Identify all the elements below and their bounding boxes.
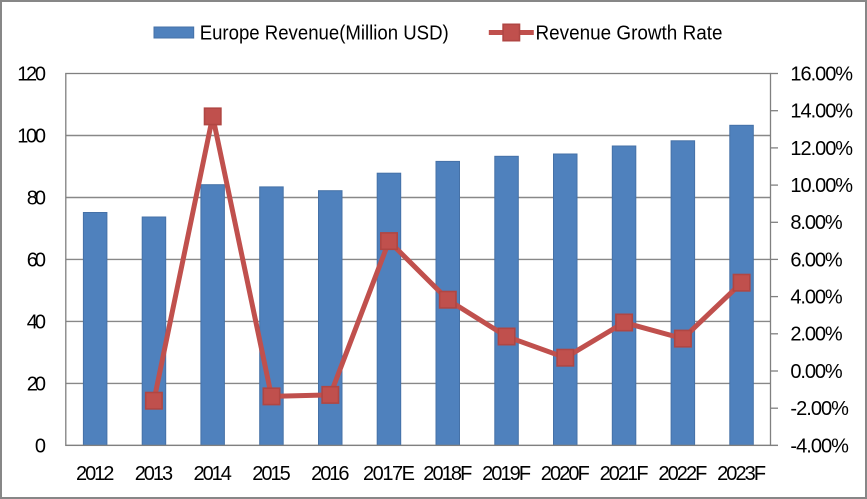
svg-text:0: 0	[35, 435, 46, 457]
svg-text:4.00%: 4.00%	[790, 287, 843, 309]
svg-text:2021F: 2021F	[600, 463, 649, 485]
svg-text:-4.00%: -4.00%	[790, 435, 849, 457]
svg-text:2022F: 2022F	[658, 463, 707, 485]
svg-text:2012: 2012	[76, 463, 114, 485]
svg-text:80: 80	[27, 187, 46, 209]
svg-text:2016: 2016	[311, 463, 349, 485]
svg-text:120: 120	[17, 63, 46, 85]
svg-text:60: 60	[27, 249, 46, 271]
svg-text:40: 40	[27, 311, 46, 333]
svg-text:100: 100	[17, 125, 46, 147]
svg-text:8.00%: 8.00%	[790, 212, 843, 234]
svg-text:Europe Revenue(Million USD): Europe Revenue(Million USD)	[200, 22, 449, 44]
svg-text:20: 20	[27, 373, 46, 395]
svg-text:2019F: 2019F	[482, 463, 531, 485]
svg-text:2013: 2013	[135, 463, 173, 485]
svg-text:-2.00%: -2.00%	[790, 398, 849, 420]
svg-text:2.00%: 2.00%	[790, 324, 843, 346]
svg-text:2023F: 2023F	[717, 463, 766, 485]
svg-text:6.00%: 6.00%	[790, 249, 843, 271]
svg-text:2014: 2014	[194, 463, 232, 485]
svg-text:2015: 2015	[252, 463, 290, 485]
svg-text:0.00%: 0.00%	[790, 361, 843, 383]
svg-text:16.00%: 16.00%	[790, 63, 853, 85]
svg-text:2018F: 2018F	[423, 463, 472, 485]
svg-text:2020F: 2020F	[541, 463, 590, 485]
svg-text:2017E: 2017E	[363, 463, 415, 485]
svg-text:12.00%: 12.00%	[790, 138, 853, 160]
svg-text:14.00%: 14.00%	[790, 101, 853, 123]
svg-text:Revenue Growth Rate: Revenue Growth Rate	[536, 22, 723, 44]
svg-text:10.00%: 10.00%	[790, 175, 853, 197]
